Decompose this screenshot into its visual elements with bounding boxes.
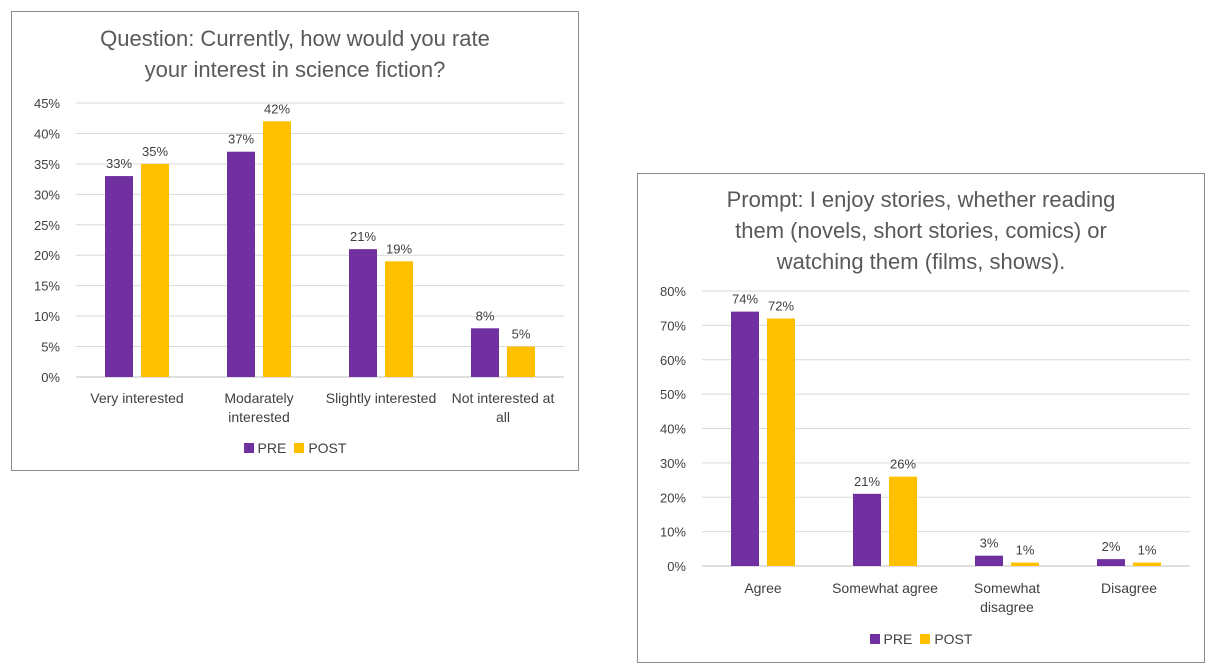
bar-post (141, 163, 169, 377)
data-label: 33% (106, 156, 132, 171)
chart-enjoy-stories: Prompt: I enjoy stories, whether reading… (637, 173, 1205, 663)
bar-post (767, 318, 795, 566)
bar-post (1133, 562, 1161, 566)
legend-label: POST (934, 631, 973, 647)
y-tick-label: 20% (660, 490, 686, 505)
chart-plot-area: 0% 5% 10% 15% 20% 25% 30% 35% 40% 45% 33% 35% Very i… (34, 96, 564, 425)
legend-swatch (243, 443, 254, 453)
data-label: 21% (350, 229, 376, 244)
x-category-label: Somewhat (974, 580, 1040, 596)
data-label: 74% (732, 292, 758, 307)
bar-post (385, 261, 413, 377)
y-tick-label: 60% (660, 353, 686, 368)
x-category-label: Somewhat agree (832, 580, 938, 596)
y-tick-label: 80% (660, 284, 686, 299)
legend-swatch (294, 443, 305, 453)
bar-pre (975, 555, 1003, 566)
legend-label: PRE (257, 440, 287, 456)
y-tick-label: 45% (34, 96, 60, 111)
x-category-label: Modarately (224, 390, 293, 406)
y-tick-label: 35% (34, 157, 60, 172)
bar-pre (1097, 559, 1125, 566)
y-tick-label: 70% (660, 318, 686, 333)
legend-label: POST (308, 440, 347, 456)
y-tick-label: 20% (34, 248, 60, 263)
bar-pre (105, 176, 133, 377)
x-category-label: Not interested at (452, 390, 555, 406)
data-label: 42% (264, 101, 290, 116)
chart-title-line: Prompt: I enjoy stories, whether reading (726, 187, 1116, 212)
chart-title-line: them (novels, short stories, comics) or (735, 218, 1107, 243)
legend-label: PRE (883, 631, 913, 647)
data-label: 3% (980, 536, 999, 551)
data-label: 35% (142, 144, 168, 159)
legend-item-pre: PRE (869, 631, 913, 647)
chart-legend: PRE POST (12, 440, 578, 456)
y-tick-label: 10% (34, 309, 60, 324)
chart-title: Prompt: I enjoy stories, whether reading… (638, 184, 1204, 277)
data-label: 72% (768, 299, 794, 314)
y-tick-label: 15% (34, 279, 60, 294)
data-label: 1% (1138, 543, 1157, 558)
chart-plot-area: 0% 10% 20% 30% 40% 50% 60% 70% 80% 74% 72% Agree 21%… (660, 284, 1190, 615)
legend-item-post: POST (920, 631, 972, 647)
data-label: 5% (512, 327, 531, 342)
bar-pre (349, 249, 377, 377)
x-category-label: Disagree (1101, 580, 1157, 596)
chart-title: Question: Currently, how would you rate y… (12, 23, 578, 85)
chart-sci-fi-interest: Question: Currently, how would you rate y… (11, 11, 579, 471)
bar-post (1011, 562, 1039, 566)
legend-swatch (869, 634, 880, 644)
y-tick-label: 40% (660, 422, 686, 437)
y-tick-label: 10% (660, 525, 686, 540)
data-label: 1% (1016, 543, 1035, 558)
x-category-label: all (496, 409, 510, 425)
bar-pre (227, 151, 255, 377)
bar-post (263, 121, 291, 378)
bar-pre (853, 493, 881, 566)
data-label: 21% (854, 474, 880, 489)
legend-item-pre: PRE (243, 440, 287, 456)
chart-title-line: watching them (films, shows). (776, 249, 1066, 274)
x-category-label: Very interested (90, 390, 183, 406)
y-tick-label: 30% (660, 456, 686, 471)
bar-post (507, 346, 535, 377)
legend-swatch (920, 634, 931, 644)
bar-pre (471, 328, 499, 377)
data-label: 8% (476, 308, 495, 323)
data-label: 26% (890, 457, 916, 472)
y-tick-label: 5% (41, 340, 60, 355)
x-category-label: Slightly interested (326, 390, 437, 406)
chart-legend: PRE POST (638, 631, 1204, 647)
x-category-label: disagree (980, 599, 1034, 615)
chart-title-line: your interest in science fiction? (144, 57, 446, 82)
data-label: 37% (228, 132, 254, 147)
bar-post (889, 476, 917, 566)
data-label: 19% (386, 241, 412, 256)
chart-title-line: Question: Currently, how would you rate (100, 26, 490, 51)
x-category-label: Agree (744, 580, 782, 596)
bar-pre (731, 311, 759, 566)
x-category-label: interested (228, 409, 289, 425)
y-tick-label: 40% (34, 126, 60, 141)
data-label: 2% (1102, 539, 1121, 554)
y-tick-label: 50% (660, 387, 686, 402)
y-tick-label: 25% (34, 218, 60, 233)
y-tick-label: 0% (41, 370, 60, 385)
legend-item-post: POST (294, 440, 346, 456)
y-tick-label: 30% (34, 187, 60, 202)
y-tick-label: 0% (667, 559, 686, 574)
